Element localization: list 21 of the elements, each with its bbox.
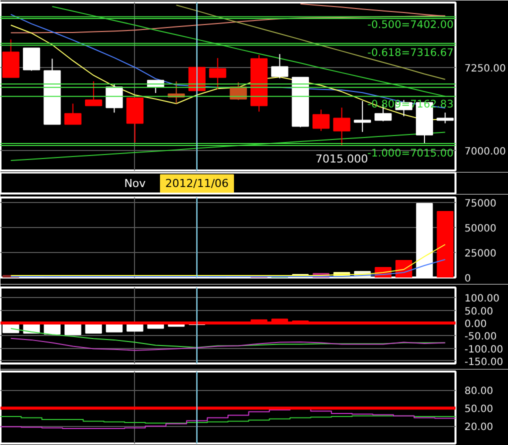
y-tick-label: 0.00 <box>464 318 487 330</box>
y-tick-label: 20.00 <box>464 422 494 434</box>
y-tick-label: 7250.00 <box>464 63 506 74</box>
y-tick-label: 80.00 <box>464 386 494 398</box>
y-tick-label: -150.00 <box>464 356 504 368</box>
ref-line-label: -0.500=7402.00 <box>367 18 454 31</box>
y-tick-label: 7000.00 <box>464 146 506 158</box>
y-tick-label: 50.00 <box>464 306 494 318</box>
y-tick-label: -50.00 <box>464 332 497 343</box>
ref-line-label: -0.618=7316.67 <box>367 47 454 60</box>
y-tick-label: 25000 <box>464 248 496 260</box>
y-tick-label: -100.00 <box>464 344 504 356</box>
annotation: 7015.000 <box>316 152 368 166</box>
y-tick-label: 0 <box>464 274 471 284</box>
y-tick-label: 75000 <box>464 198 496 210</box>
ref-line-label: -1.000=7015.00 <box>367 148 454 160</box>
y-tick-label: 50000 <box>464 224 496 234</box>
y-tick-label: 100.00 <box>464 294 500 305</box>
y-tick-label: 50.00 <box>464 404 494 416</box>
x-tick-label: 2012/11/06 <box>165 177 229 190</box>
x-tick-label: Nov <box>124 177 146 190</box>
